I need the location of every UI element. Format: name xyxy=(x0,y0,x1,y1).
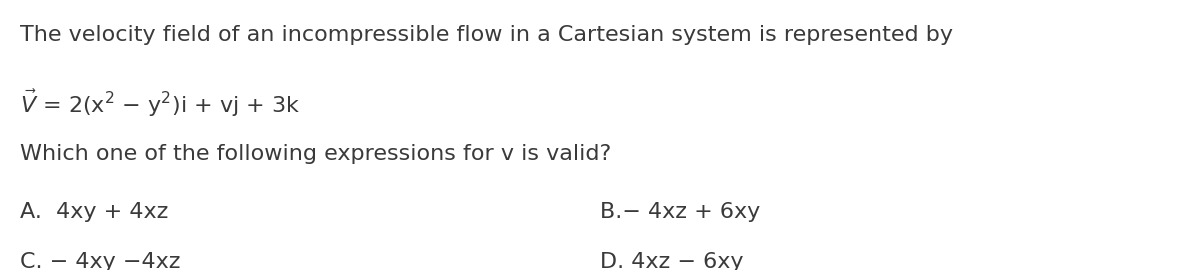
Text: The velocity field of an incompressible flow in a Cartesian system is represente: The velocity field of an incompressible … xyxy=(20,25,953,45)
Text: Which one of the following expressions for v is valid?: Which one of the following expressions f… xyxy=(20,144,611,164)
Text: A.  4xy + 4xz: A. 4xy + 4xz xyxy=(20,202,168,222)
Text: D. 4xz − 6xy: D. 4xz − 6xy xyxy=(600,252,744,270)
Text: B.− 4xz + 6xy: B.− 4xz + 6xy xyxy=(600,202,761,222)
Text: C. − 4xy −4xz: C. − 4xy −4xz xyxy=(20,252,180,270)
Text: $\vec{\mathit{V}}$ = 2(x$^2$ $-$ y$^2$)i + vj + 3k: $\vec{\mathit{V}}$ = 2(x$^2$ $-$ y$^2$)i… xyxy=(20,88,300,119)
